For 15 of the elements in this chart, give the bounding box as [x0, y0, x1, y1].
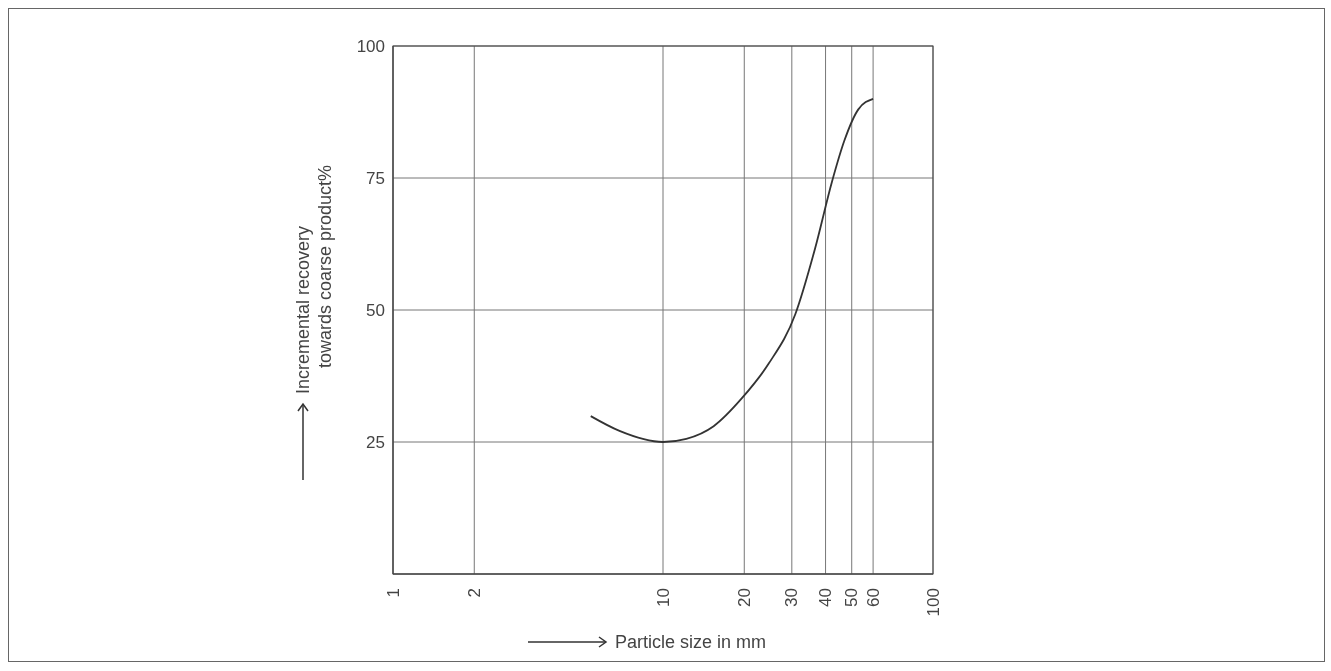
x-tick-label: 30	[782, 588, 802, 607]
y-tick-label: 100	[356, 37, 385, 57]
y-axis-title: Incremental recovery towards coarse product%	[293, 164, 335, 394]
x-tick-label: 50	[842, 588, 862, 607]
x-tick-label: 100	[923, 588, 943, 617]
x-tick-label: 20	[734, 588, 754, 607]
x-tick-label: 60	[863, 588, 883, 607]
x-axis-title: Particle size in mm	[615, 632, 767, 652]
x-tick-label: 40	[816, 588, 836, 607]
x-tick-label: 10	[653, 588, 673, 607]
y-tick-label: 75	[366, 169, 385, 189]
x-tick-label: 2	[464, 588, 484, 598]
y-tick-label: 25	[366, 433, 385, 453]
x-tick-label: 1	[383, 588, 403, 598]
y-tick-label: 50	[366, 301, 385, 321]
